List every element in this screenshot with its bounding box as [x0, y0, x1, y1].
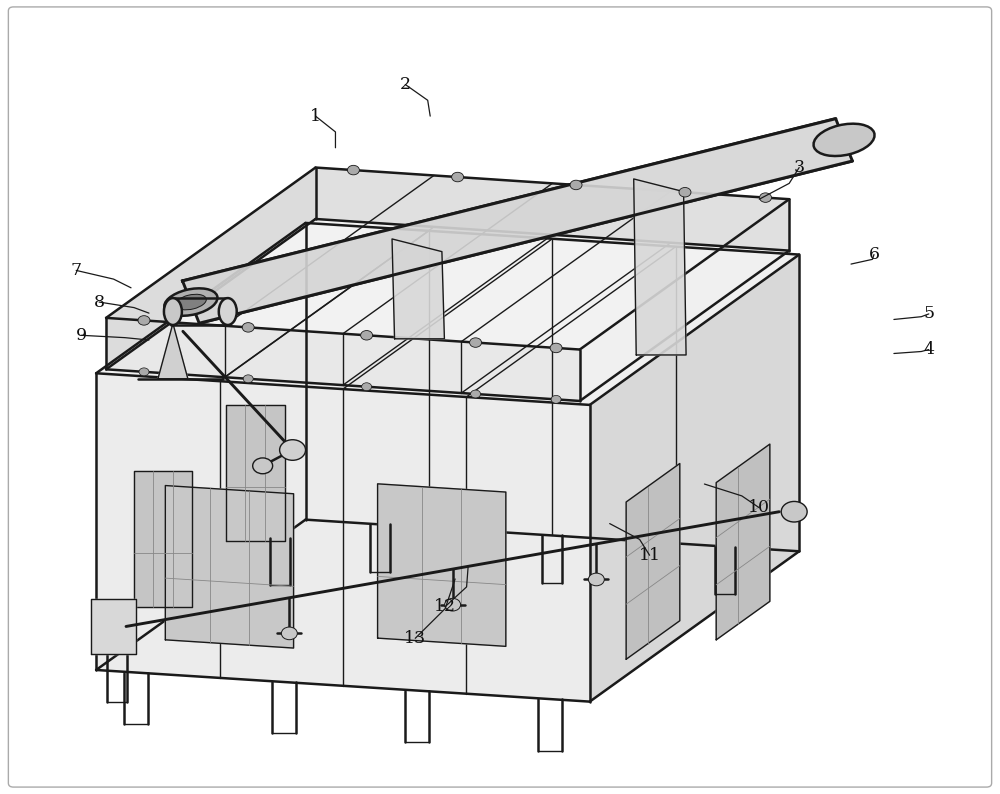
Polygon shape	[91, 599, 136, 654]
Circle shape	[470, 337, 482, 347]
Circle shape	[679, 187, 691, 197]
Polygon shape	[134, 471, 192, 607]
Polygon shape	[626, 464, 680, 659]
Polygon shape	[183, 119, 852, 323]
Text: 11: 11	[639, 547, 661, 564]
Circle shape	[362, 383, 372, 391]
Circle shape	[280, 440, 306, 461]
Circle shape	[281, 627, 297, 640]
Polygon shape	[378, 484, 506, 646]
Polygon shape	[96, 223, 306, 670]
Circle shape	[452, 172, 464, 182]
Ellipse shape	[164, 298, 182, 325]
Circle shape	[550, 343, 562, 353]
Polygon shape	[226, 405, 285, 542]
Circle shape	[471, 390, 481, 398]
Circle shape	[242, 322, 254, 332]
Polygon shape	[165, 486, 294, 648]
Text: 10: 10	[748, 499, 770, 516]
Circle shape	[138, 316, 150, 326]
Polygon shape	[96, 373, 590, 702]
Circle shape	[588, 573, 604, 586]
Circle shape	[570, 180, 582, 190]
Polygon shape	[634, 179, 686, 355]
Polygon shape	[106, 168, 316, 369]
Polygon shape	[590, 255, 799, 702]
Text: 8: 8	[94, 294, 105, 310]
Ellipse shape	[219, 298, 237, 325]
Text: 2: 2	[400, 76, 411, 93]
Circle shape	[347, 165, 359, 175]
Ellipse shape	[164, 288, 217, 316]
Circle shape	[781, 502, 807, 522]
Text: 13: 13	[404, 630, 426, 647]
Circle shape	[551, 395, 561, 403]
Polygon shape	[716, 444, 770, 640]
Polygon shape	[106, 318, 580, 401]
Text: 1: 1	[310, 108, 321, 125]
Ellipse shape	[175, 295, 206, 310]
Circle shape	[243, 375, 253, 383]
Text: 4: 4	[923, 341, 934, 358]
Polygon shape	[316, 168, 789, 251]
Text: 9: 9	[76, 327, 87, 344]
Text: 12: 12	[434, 598, 456, 615]
Ellipse shape	[814, 124, 875, 156]
Circle shape	[445, 599, 461, 611]
Text: 7: 7	[71, 262, 82, 279]
Polygon shape	[96, 223, 799, 405]
Circle shape	[760, 193, 771, 202]
Polygon shape	[158, 323, 188, 379]
Text: 3: 3	[794, 159, 805, 176]
Polygon shape	[106, 168, 789, 349]
Polygon shape	[392, 239, 444, 339]
Circle shape	[139, 368, 149, 376]
Circle shape	[361, 330, 373, 340]
Circle shape	[253, 458, 273, 474]
Text: 6: 6	[868, 246, 879, 263]
Text: 5: 5	[923, 306, 934, 322]
